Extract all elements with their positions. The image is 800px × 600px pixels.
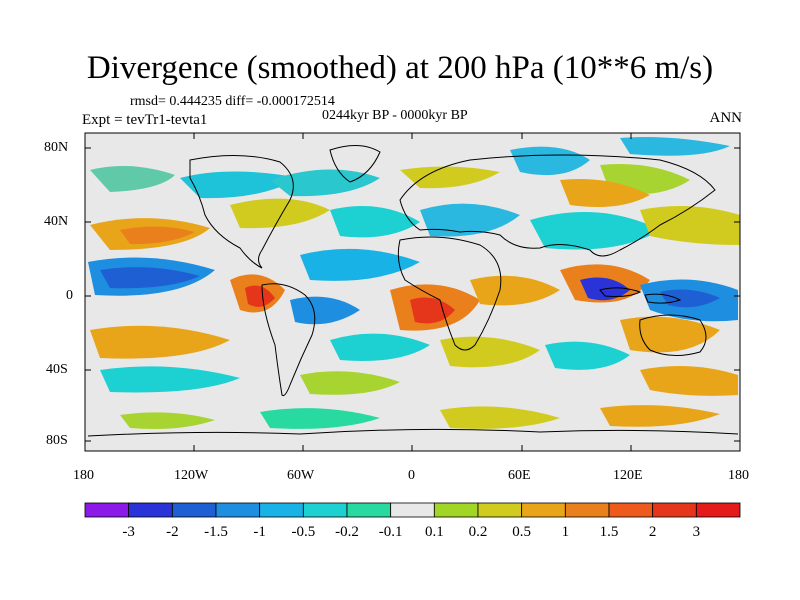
colorbar-label: 3 xyxy=(693,524,701,540)
divergence-field xyxy=(88,137,740,429)
experiment-label: Expt = tevTr1-tevta1 xyxy=(82,112,208,128)
x-tick-label: 60E xyxy=(508,468,531,483)
colorbar-swatch xyxy=(171,502,217,518)
season-label: ANN xyxy=(709,110,743,126)
x-tick-label: 120E xyxy=(613,468,643,483)
x-tick-label: 120W xyxy=(174,468,209,483)
colorbar-swatch xyxy=(346,502,392,518)
colorbar-label: -1.5 xyxy=(204,524,228,540)
colorbar-swatch xyxy=(652,502,697,518)
colorbar-label: 2 xyxy=(649,524,657,540)
y-tick-label: 40N xyxy=(44,214,69,229)
colorbar-label: 1 xyxy=(562,524,570,540)
colorbar-swatch xyxy=(521,502,566,518)
colorbar-swatch xyxy=(390,502,435,518)
colorbar-swatch xyxy=(128,502,173,518)
colorbar-swatch xyxy=(564,502,610,518)
colorbar-label: -2 xyxy=(166,524,179,540)
colorbar-label: -0.1 xyxy=(379,524,403,540)
x-tick-label: 180 xyxy=(728,468,749,483)
colorbar-label: -1 xyxy=(253,524,266,540)
y-tick-label: 80N xyxy=(44,140,69,155)
colorbar-swatch xyxy=(259,502,304,518)
period-label: 0244kyr BP - 0000kyr BP xyxy=(322,108,468,123)
y-tick-label: 40S xyxy=(46,362,68,377)
colorbar-swatch xyxy=(433,502,479,518)
map-title: Divergence (smoothed) at 200 hPa (10**6 … xyxy=(86,50,714,86)
colorbar-swatch xyxy=(608,502,654,518)
colorbar-swatch xyxy=(477,502,523,518)
colorbar-label: 0.1 xyxy=(425,524,444,540)
x-tick-label: 60W xyxy=(287,468,315,483)
coastlines xyxy=(87,145,739,437)
colorbar-label: 0.2 xyxy=(469,524,488,540)
colorbar-swatch xyxy=(84,502,130,518)
colorbar-label: -0.2 xyxy=(335,524,359,540)
colorbar-label: 1.5 xyxy=(600,524,619,540)
x-tick-label: 0 xyxy=(408,468,415,483)
x-tick-label: 180 xyxy=(73,468,94,483)
y-tick-label: 0 xyxy=(66,288,73,303)
colorbar-label: -0.5 xyxy=(291,524,315,540)
colorbar-label: -3 xyxy=(122,524,135,540)
colorbar-swatch xyxy=(695,502,741,518)
y-tick-label: 80S xyxy=(46,433,68,448)
colorbar-label: 0.5 xyxy=(512,524,531,540)
axis-ticks xyxy=(84,133,741,451)
colorbar-swatch xyxy=(302,502,348,518)
colorbar-swatch xyxy=(215,502,261,518)
stats-label: rmsd= 0.444235 diff= -0.000172514 xyxy=(130,94,335,109)
